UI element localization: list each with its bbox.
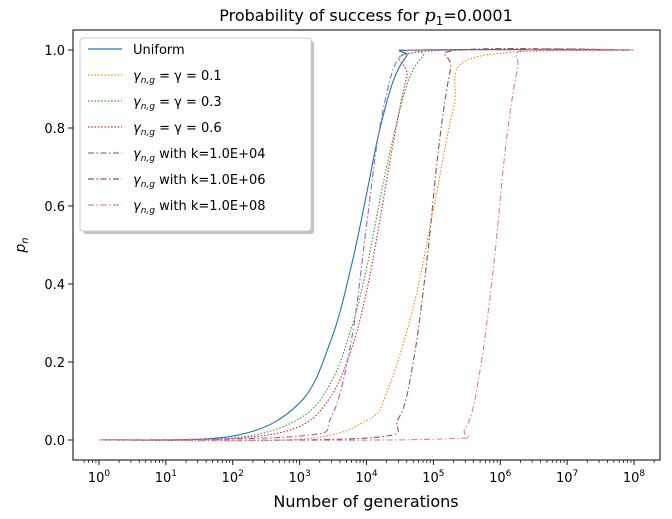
y-axis-label-base: p [13,244,29,254]
legend-label-1: γn,g = γ = 0.1 [133,69,222,86]
y-tick-label-2: 0.4 [44,278,65,293]
y-tick-label-5: 1.0 [44,44,65,59]
chart-title-suffix: =0.0001 [443,6,512,25]
x-tick-label-7: 107 [556,469,578,486]
y-tick-label-0: 0.0 [44,434,65,449]
x-tick-label-2: 102 [222,469,244,486]
legend-label-0: Uniform [133,43,185,58]
chart-title: Probability of success for p1=0.0001 [219,5,513,28]
x-tick-label-0: 100 [88,469,111,486]
y-axis-label: pn [13,237,31,253]
legend-label-3: γn,g = γ = 0.6 [133,121,222,138]
chart-title-prefix: Probability of success for [219,6,424,25]
y-tick-label-1: 0.2 [44,356,65,371]
y-tick-label-3: 0.6 [44,200,65,215]
legend-box [79,37,312,232]
x-tick-label-3: 103 [288,469,310,486]
y-axis: 0.0 0.2 0.4 0.6 0.8 1.0 [44,44,73,449]
chart-title-sub: 1 [436,14,444,28]
legend-items: Uniform γn,g = γ = 0.1 γn,g = γ = 0.3 γn,g … [88,43,266,216]
x-tick-label-1: 101 [155,469,177,486]
x-tick-label-8: 108 [623,469,646,486]
legend-label-5: γn,g with k=1.0E+06 [133,173,266,190]
legend-label-4: γn,g with k=1.0E+04 [133,147,266,164]
series-line-4 [98,49,635,441]
x-tick-label-6: 106 [489,469,512,486]
x-axis: 100 101 102 103 104 105 106 107 108 [83,460,655,486]
series-line-3 [98,48,635,441]
x-tick-label-4: 104 [355,469,378,486]
chart-title-math: p [424,5,436,26]
x-tick-label-5: 105 [422,469,444,486]
series-line-1 [98,49,635,442]
y-tick-label-4: 0.8 [44,122,65,137]
legend-label-6: γn,g with k=1.0E+08 [133,199,266,216]
legend-label-2: γn,g = γ = 0.3 [133,95,222,112]
series-layer [98,48,635,442]
y-axis-label-sub: n [20,237,31,243]
x-axis-label: Number of generations [273,492,458,511]
legend: Uniform γn,g = γ = 0.1 γn,g = γ = 0.3 γn,g … [79,37,314,234]
